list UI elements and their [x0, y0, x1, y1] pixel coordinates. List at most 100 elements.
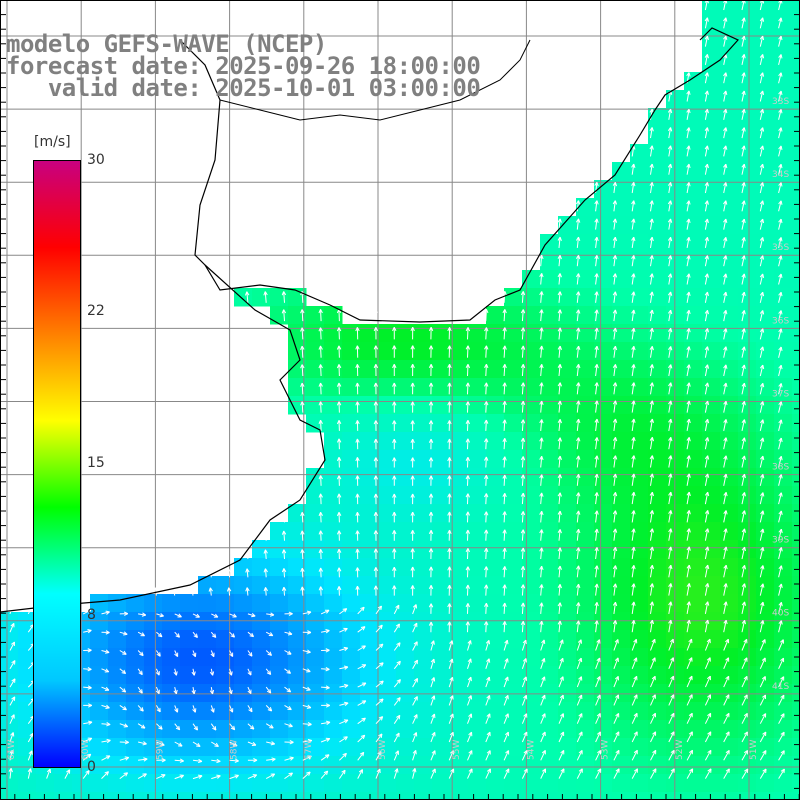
wind-arrow: [631, 510, 636, 523]
wind-arrow: [393, 732, 400, 743]
wind-arrow: [339, 719, 349, 725]
wind-cell: [522, 486, 541, 505]
wind-cell: [486, 432, 505, 451]
wind-arrow: [723, 510, 728, 523]
wind-arrow: [174, 705, 179, 713]
wind-arrow: [704, 418, 710, 431]
wind-cell: [432, 540, 451, 559]
wind-arrow: [119, 704, 127, 711]
wind-arrow: [540, 676, 546, 688]
wind-cell: [558, 738, 577, 757]
wind-arrow: [392, 382, 397, 395]
wind-arrow: [668, 455, 673, 468]
wind-arrow: [485, 768, 491, 779]
wind-arrow: [520, 511, 526, 523]
wind-arrow: [723, 749, 730, 761]
wind-arrow: [723, 528, 728, 541]
wind-cell: [288, 558, 307, 577]
wind-arrow: [649, 400, 655, 413]
wind-arrow: [412, 732, 418, 743]
wind-arrow: [281, 568, 287, 578]
wind-cell: [504, 648, 523, 667]
wind-arrow: [576, 547, 581, 560]
wind-arrow: [668, 768, 675, 779]
wind-arrow: [723, 310, 728, 322]
wind-arrow: [266, 757, 276, 762]
wind-cell: [144, 720, 163, 739]
wind-cell: [504, 594, 523, 613]
wind-cell: [378, 792, 397, 800]
wind-cell: [396, 324, 415, 343]
wind-cell: [324, 738, 343, 757]
wind-cell: [630, 306, 649, 325]
wind-cell: [450, 432, 469, 451]
wind-arrow: [300, 530, 305, 541]
wind-cell: [360, 756, 379, 775]
wind-cell: [432, 648, 451, 667]
wind-arrow: [595, 639, 601, 651]
wind-arrow: [393, 604, 400, 615]
wind-cell: [684, 234, 703, 253]
wind-arrow: [723, 127, 728, 139]
wind-arrow: [741, 145, 746, 157]
wind-cell: [414, 396, 433, 415]
wind-cell: [108, 630, 127, 649]
wind-arrow: [557, 327, 562, 340]
wind-arrow: [649, 455, 655, 468]
lon-label: 53W: [601, 740, 611, 760]
wind-arrow: [355, 327, 360, 340]
wind-arrow: [741, 657, 748, 670]
wind-cell: [684, 126, 703, 145]
wind-arrow: [119, 772, 129, 779]
wind-arrow: [266, 741, 276, 746]
wind-arrow: [759, 583, 765, 596]
wind-arrow: [320, 609, 330, 615]
wind-cell: [648, 504, 667, 523]
wind-cell: [792, 576, 800, 595]
wind-arrow: [226, 587, 232, 596]
wind-cell: [144, 648, 163, 667]
wind-arrow: [723, 90, 728, 102]
wind-arrow: [138, 612, 147, 617]
wind-cell: [270, 576, 289, 595]
wind-arrow: [668, 382, 673, 395]
wind-cell: [774, 540, 793, 559]
wind-cell: [576, 486, 595, 505]
wind-cell: [558, 792, 577, 800]
wind-cell: [702, 576, 721, 595]
wind-cell: [720, 450, 739, 469]
wind-arrow: [759, 419, 765, 432]
wind-cell: [576, 432, 595, 451]
wind-cell: [414, 594, 433, 613]
wind-cell: [216, 792, 235, 800]
wind-arrow: [302, 771, 311, 779]
wind-arrow: [686, 528, 691, 541]
colorbar-tick-22: 22: [87, 303, 105, 319]
wind-arrow: [9, 732, 15, 743]
wind-arrow: [247, 741, 257, 746]
wind-arrow: [321, 666, 330, 672]
wind-cell: [756, 90, 775, 109]
wind-cell: [54, 792, 73, 800]
wind-cell: [630, 630, 649, 649]
wind-arrow: [410, 420, 415, 431]
wind-arrow: [778, 364, 783, 377]
wind-cell: [450, 558, 469, 577]
wind-arrow: [300, 549, 305, 560]
wind-arrow: [229, 723, 236, 731]
wind-arrow: [265, 631, 274, 637]
wind-cell: [792, 306, 800, 325]
wind-cell: [504, 756, 523, 775]
wind-arrow: [101, 610, 110, 615]
grid-labels: 61W 60W 59W 58W 57W 56W 55W 54W 53W 52W 51W33S34S3…: [7, 97, 789, 760]
wind-arrow: [778, 346, 783, 358]
wind-cell: [612, 270, 631, 289]
wind-cell: [756, 252, 775, 271]
wind-arrow: [320, 629, 330, 634]
wind-cell: [630, 342, 649, 361]
wind-arrow: [119, 686, 127, 693]
wind-arrow: [484, 401, 489, 413]
wind-arrow: [668, 619, 673, 633]
wind-cell: [756, 126, 775, 145]
wind-cell: [612, 594, 631, 613]
